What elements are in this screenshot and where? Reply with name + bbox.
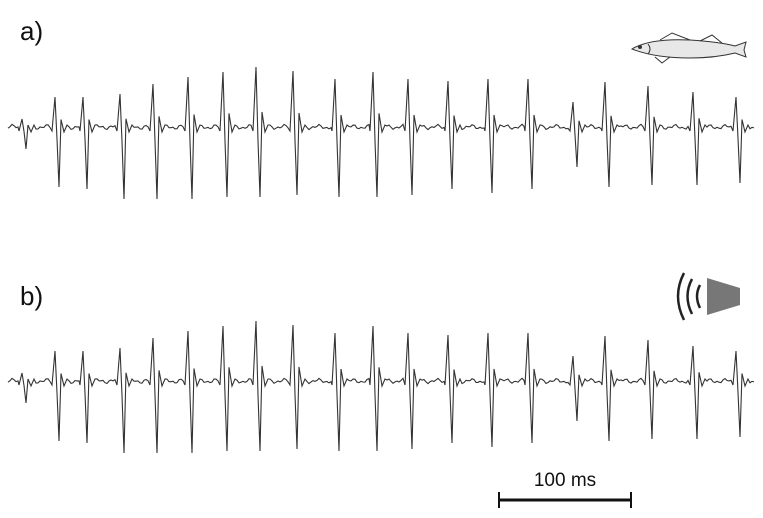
panel-label: a)	[20, 16, 43, 46]
scale-bar-label: 100 ms	[534, 470, 596, 491]
scale-bar: 100 ms	[498, 470, 632, 508]
waveform	[7, 66, 755, 200]
waveform	[7, 320, 755, 454]
panel-label: b)	[20, 281, 43, 311]
speaker-icon	[676, 272, 740, 321]
fish-icon	[630, 32, 747, 64]
